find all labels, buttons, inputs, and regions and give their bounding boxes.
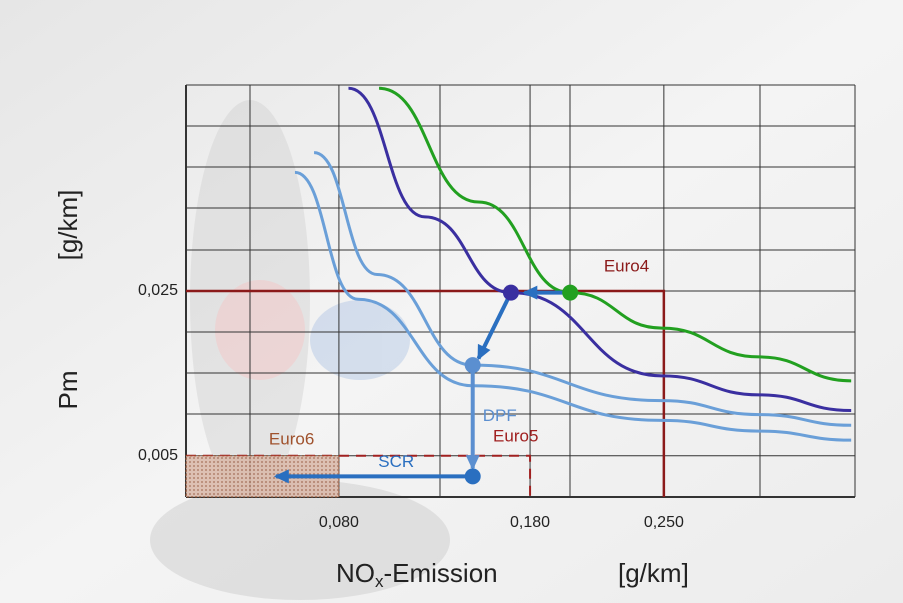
limit-label: Euro5 (493, 426, 538, 445)
x-axis-unit: [g/km] (618, 558, 689, 588)
point (465, 468, 481, 484)
x-tick-label: 0,080 (319, 514, 359, 531)
x-tick-label: 0,180 (510, 514, 550, 531)
y-tick-label: 0,005 (138, 447, 178, 464)
arrow-label: DPF (483, 406, 517, 425)
arrow-label: SCR (378, 452, 414, 471)
y-axis-unit: [g/km] (53, 190, 83, 261)
point (503, 285, 519, 301)
background (0, 0, 903, 603)
y-tick-label: 0,025 (138, 282, 178, 299)
point (562, 285, 578, 301)
limit-label: Euro6 (269, 429, 314, 448)
x-axis-label-rest: -Emission (384, 558, 498, 588)
point (465, 357, 481, 373)
x-tick-label: 0,250 (644, 514, 684, 531)
x-axis-label: NOx-Emission (336, 558, 498, 592)
chart: Pm [g/km] NOx-Emission [g/km] 0,005 0,025… (0, 0, 903, 603)
limit-label: Euro4 (604, 256, 649, 275)
y-axis-label: Pm (53, 371, 83, 410)
x-axis-label-main: NO (336, 558, 375, 588)
